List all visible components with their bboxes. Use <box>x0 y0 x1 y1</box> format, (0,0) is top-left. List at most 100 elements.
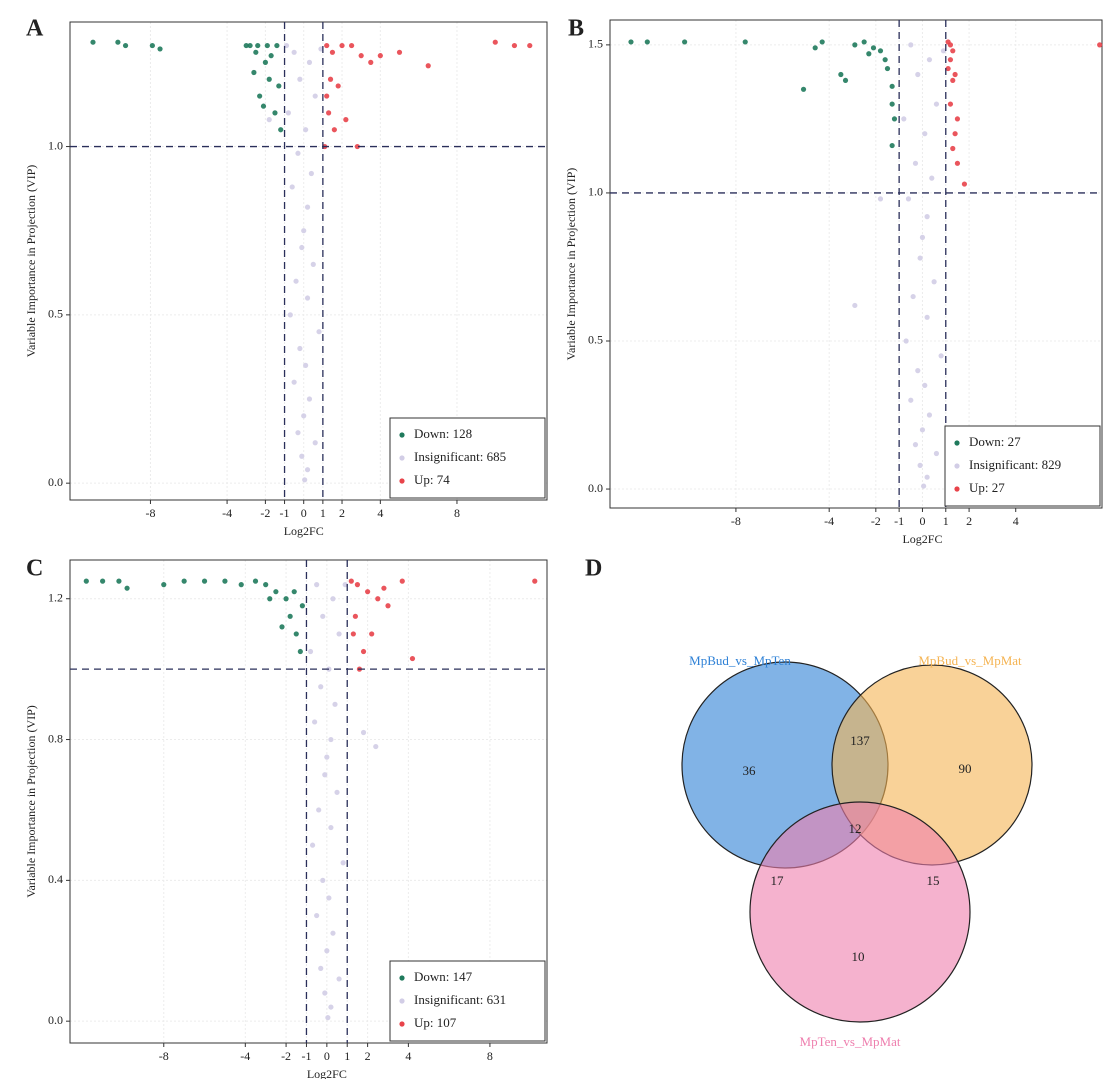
point <box>925 214 930 219</box>
point <box>385 603 390 608</box>
legend-marker <box>399 478 404 483</box>
point <box>324 755 329 760</box>
point <box>426 63 431 68</box>
legend-label: Down: 128 <box>414 426 472 441</box>
point <box>278 127 283 132</box>
y-tick-label: 0.5 <box>48 307 63 321</box>
point <box>253 50 258 55</box>
point <box>297 346 302 351</box>
point <box>915 368 920 373</box>
x-tick-label: -8 <box>145 506 155 520</box>
point <box>955 116 960 121</box>
point <box>920 235 925 240</box>
point <box>743 39 748 44</box>
point <box>948 101 953 106</box>
point <box>328 737 333 742</box>
point <box>950 78 955 83</box>
point <box>313 440 318 445</box>
y-tick-label: 0.4 <box>48 872 63 886</box>
venn-count: 17 <box>771 873 785 888</box>
point <box>918 463 923 468</box>
point <box>925 475 930 480</box>
point <box>955 161 960 166</box>
legend-label: Down: 27 <box>969 434 1021 449</box>
y-axis-title: Variable Importance in Projection (VIP) <box>24 705 38 898</box>
point <box>300 603 305 608</box>
point <box>257 93 262 98</box>
point <box>381 586 386 591</box>
point <box>292 589 297 594</box>
point <box>368 60 373 65</box>
point <box>292 50 297 55</box>
point <box>915 72 920 77</box>
point <box>920 427 925 432</box>
point <box>273 589 278 594</box>
point <box>299 454 304 459</box>
point <box>293 279 298 284</box>
point <box>322 772 327 777</box>
point <box>292 380 297 385</box>
x-tick-label: 4 <box>1013 514 1019 528</box>
point <box>921 483 926 488</box>
point <box>307 396 312 401</box>
y-axis-title: Variable Importance in Projection (VIP) <box>24 165 38 358</box>
point <box>883 57 888 62</box>
point <box>328 77 333 82</box>
point <box>628 39 633 44</box>
point <box>332 702 337 707</box>
point <box>320 878 325 883</box>
point <box>297 77 302 82</box>
legend-label: Up: 107 <box>414 1015 457 1030</box>
legend-label: Up: 27 <box>969 480 1005 495</box>
point <box>922 131 927 136</box>
venn-set-label: MpTen_vs_MpMat <box>800 1034 901 1049</box>
y-tick-label: 1.5 <box>588 37 603 51</box>
point <box>820 39 825 44</box>
point <box>247 43 252 48</box>
point <box>299 245 304 250</box>
point <box>906 196 911 201</box>
x-tick-label: 8 <box>487 1049 493 1063</box>
panel-letter: B <box>568 16 584 42</box>
point <box>283 596 288 601</box>
point <box>334 790 339 795</box>
point <box>324 43 329 48</box>
point <box>294 631 299 636</box>
point <box>295 151 300 156</box>
point <box>124 586 129 591</box>
x-tick-label: -4 <box>240 1049 250 1063</box>
y-tick-label: 0.8 <box>48 731 63 745</box>
point <box>359 53 364 58</box>
point <box>305 205 310 210</box>
point <box>813 45 818 50</box>
point <box>305 467 310 472</box>
point <box>962 181 967 186</box>
point <box>84 579 89 584</box>
x-tick-label: -1 <box>280 506 290 520</box>
x-tick-label: 1 <box>943 514 949 528</box>
y-tick-label: 1.0 <box>48 138 63 152</box>
point <box>934 101 939 106</box>
point <box>878 196 883 201</box>
point <box>341 860 346 865</box>
point <box>932 279 937 284</box>
legend-marker <box>954 440 959 445</box>
point <box>305 295 310 300</box>
point <box>239 582 244 587</box>
y-tick-label: 1.0 <box>588 185 603 199</box>
y-tick-label: 0.0 <box>48 1013 63 1027</box>
point <box>913 442 918 447</box>
point <box>222 579 227 584</box>
point <box>288 614 293 619</box>
x-tick-label: 0 <box>919 514 925 528</box>
venn-count: 36 <box>743 763 757 778</box>
point <box>314 913 319 918</box>
point <box>326 110 331 115</box>
x-tick-label: -2 <box>281 1049 291 1063</box>
point <box>645 39 650 44</box>
point <box>952 72 957 77</box>
point <box>161 582 166 587</box>
x-axis-title: Log2FC <box>284 524 324 538</box>
point <box>339 43 344 48</box>
x-tick-label: 0 <box>324 1049 330 1063</box>
